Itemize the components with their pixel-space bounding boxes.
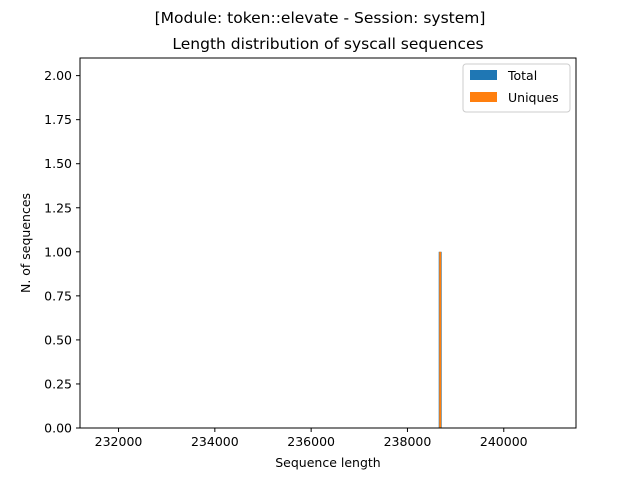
- x-tick-label: 232000: [95, 434, 143, 449]
- x-tick-label: 240000: [480, 434, 528, 449]
- legend: Total Uniques: [462, 63, 571, 113]
- y-tick-label: 1.75: [44, 112, 72, 127]
- legend-label-uniques: Uniques: [508, 90, 559, 105]
- legend-label-total: Total: [507, 68, 537, 83]
- y-tick-label: 2.00: [44, 68, 72, 83]
- legend-swatch-uniques: [470, 92, 497, 102]
- y-tick-label: 0.00: [44, 421, 72, 436]
- x-tick-label: 236000: [287, 434, 335, 449]
- y-tick-label: 1.00: [44, 244, 72, 259]
- x-tick-label: 234000: [191, 434, 239, 449]
- y-tick-label: 1.25: [44, 200, 72, 215]
- y-tick-label: 0.25: [44, 376, 72, 391]
- chart-suptitle: [Module: token::elevate - Session: syste…: [155, 9, 486, 27]
- legend-swatch-total: [470, 70, 497, 80]
- y-tick-label: 0.50: [44, 332, 72, 347]
- y-tick-label: 0.75: [44, 288, 72, 303]
- x-tick-label: 238000: [384, 434, 432, 449]
- y-axis-label: N. of sequences: [18, 193, 33, 293]
- x-axis-ticks: 232000 234000 236000 238000 240000: [95, 428, 528, 449]
- y-tick-label: 1.50: [44, 156, 72, 171]
- bar-uniques-0: [439, 251, 442, 428]
- y-axis-ticks: 0.00 0.25 0.50 0.75 1.00 1.25 1.50 1.75 2.00: [44, 68, 80, 436]
- plot-frame: [79, 57, 577, 429]
- x-axis-label: Sequence length: [275, 455, 380, 470]
- chart-title: Length distribution of syscall sequences: [172, 35, 483, 53]
- plot-area: [438, 251, 442, 428]
